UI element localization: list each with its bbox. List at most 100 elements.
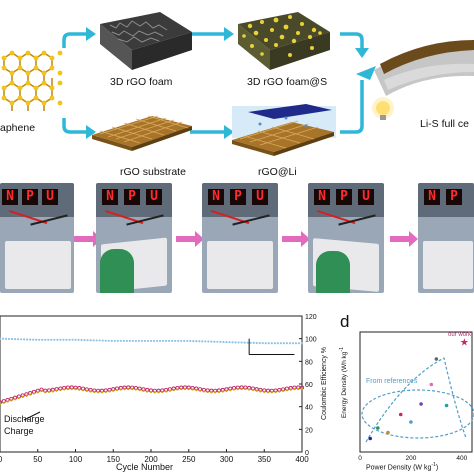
ce-point xyxy=(89,339,92,342)
y-tick-label: 80 xyxy=(305,359,313,366)
flow-arrows xyxy=(62,32,364,134)
ce-point xyxy=(26,338,29,341)
x-tick-label: 100 xyxy=(69,455,83,464)
plot-frame-d xyxy=(359,331,473,453)
pouch-cell xyxy=(423,241,473,289)
charge-point xyxy=(93,390,96,394)
charge-point xyxy=(85,389,88,392)
charge-point xyxy=(161,390,164,394)
charge-point xyxy=(78,388,81,391)
reference-point xyxy=(409,420,413,424)
charge-point xyxy=(2,401,5,404)
ce-point xyxy=(171,339,174,343)
cycling-chart: 050100150200250300350400120100806040200 xyxy=(0,314,317,464)
ce-point xyxy=(207,340,210,343)
charge-point xyxy=(21,395,24,399)
label-from-references: From references xyxy=(366,378,418,385)
charge-point xyxy=(25,394,28,397)
d-x-tick-label: 200 xyxy=(405,455,416,460)
ce-point xyxy=(71,338,74,341)
rgo-foam-s-block xyxy=(238,12,330,70)
x-axis-label: Cycle Number xyxy=(116,462,174,472)
pouch-cell xyxy=(5,241,71,289)
ce-point xyxy=(1,337,5,340)
charge-point xyxy=(81,389,85,392)
charge-point xyxy=(270,391,273,394)
charge-point xyxy=(32,392,36,395)
charge-point xyxy=(100,391,104,394)
d-ylabel-text: Energy Density (Wh kg xyxy=(341,351,349,419)
reference-point xyxy=(419,402,423,406)
charge-point xyxy=(221,390,224,393)
ce-point xyxy=(143,339,147,343)
ce-point xyxy=(80,338,83,342)
led-n: N xyxy=(102,189,118,205)
charge-point xyxy=(289,388,292,391)
label-li-s-full-cell: Li-S full ce xyxy=(420,118,470,130)
charge-point xyxy=(17,396,20,400)
ce-point xyxy=(180,339,183,343)
charge-point xyxy=(138,389,141,392)
label-3d-rgo-foam: 3D rGO foam xyxy=(110,76,173,88)
led-n: N xyxy=(2,189,18,205)
led-n: N xyxy=(208,189,224,205)
ce-point xyxy=(110,339,113,342)
ce-point xyxy=(137,339,141,343)
reference-point xyxy=(398,412,403,417)
reference-point xyxy=(434,357,439,361)
ce-point xyxy=(282,342,285,345)
charge-point xyxy=(10,399,13,402)
ce-point xyxy=(131,339,134,343)
ce-point xyxy=(44,338,47,341)
photo-5: N P xyxy=(418,183,474,293)
charge-point xyxy=(240,387,243,391)
charge-point xyxy=(297,387,300,391)
y-tick-label: 100 xyxy=(305,337,317,344)
ce-point xyxy=(17,338,20,341)
ce-point xyxy=(35,338,38,341)
x-tick-label: 400 xyxy=(295,455,309,464)
charge-point xyxy=(300,387,304,391)
ce-point xyxy=(234,341,237,344)
ragone-chart: ★ 0 200 400 xyxy=(358,331,474,460)
ce-point xyxy=(213,340,216,343)
y-tick-label: 0 xyxy=(305,450,309,457)
charge-point xyxy=(180,388,183,391)
arrow-icon xyxy=(176,231,204,247)
ce-point xyxy=(252,341,255,344)
charge-point xyxy=(255,389,258,392)
charge-point xyxy=(55,389,58,392)
reference-point xyxy=(429,382,434,387)
x-tick-label: 300 xyxy=(220,455,234,464)
ce-point xyxy=(189,339,192,343)
ce-point xyxy=(291,342,295,345)
ce-point xyxy=(83,338,86,342)
ce-point xyxy=(267,342,270,345)
led-n: N xyxy=(424,189,440,205)
charge-point xyxy=(176,388,179,391)
d-xlabel-end: ) xyxy=(435,464,439,472)
charge-point xyxy=(119,388,122,391)
ce-point xyxy=(95,339,98,342)
our-work-star-icon: ★ xyxy=(460,338,469,349)
y-axis-label-right: Coulombic Efficiency % xyxy=(321,346,329,421)
ce-point xyxy=(222,340,225,344)
ce-point xyxy=(155,339,159,343)
ce-point xyxy=(285,342,288,345)
ce-point xyxy=(168,339,171,343)
ce-point xyxy=(98,339,101,342)
ce-point xyxy=(152,339,156,343)
ce-point xyxy=(276,342,279,345)
charge-point xyxy=(134,388,137,391)
ce-point xyxy=(53,338,56,341)
legend-pointer xyxy=(23,411,41,421)
rgo-foam-block xyxy=(100,12,192,70)
ce-point xyxy=(186,339,189,343)
charge-point xyxy=(29,393,32,396)
ce-point xyxy=(62,338,65,341)
reference-envelope xyxy=(361,389,474,439)
charge-point xyxy=(59,388,62,392)
charge-point xyxy=(44,391,47,394)
charge-point xyxy=(131,388,134,391)
y-tick-label: 40 xyxy=(305,405,313,412)
